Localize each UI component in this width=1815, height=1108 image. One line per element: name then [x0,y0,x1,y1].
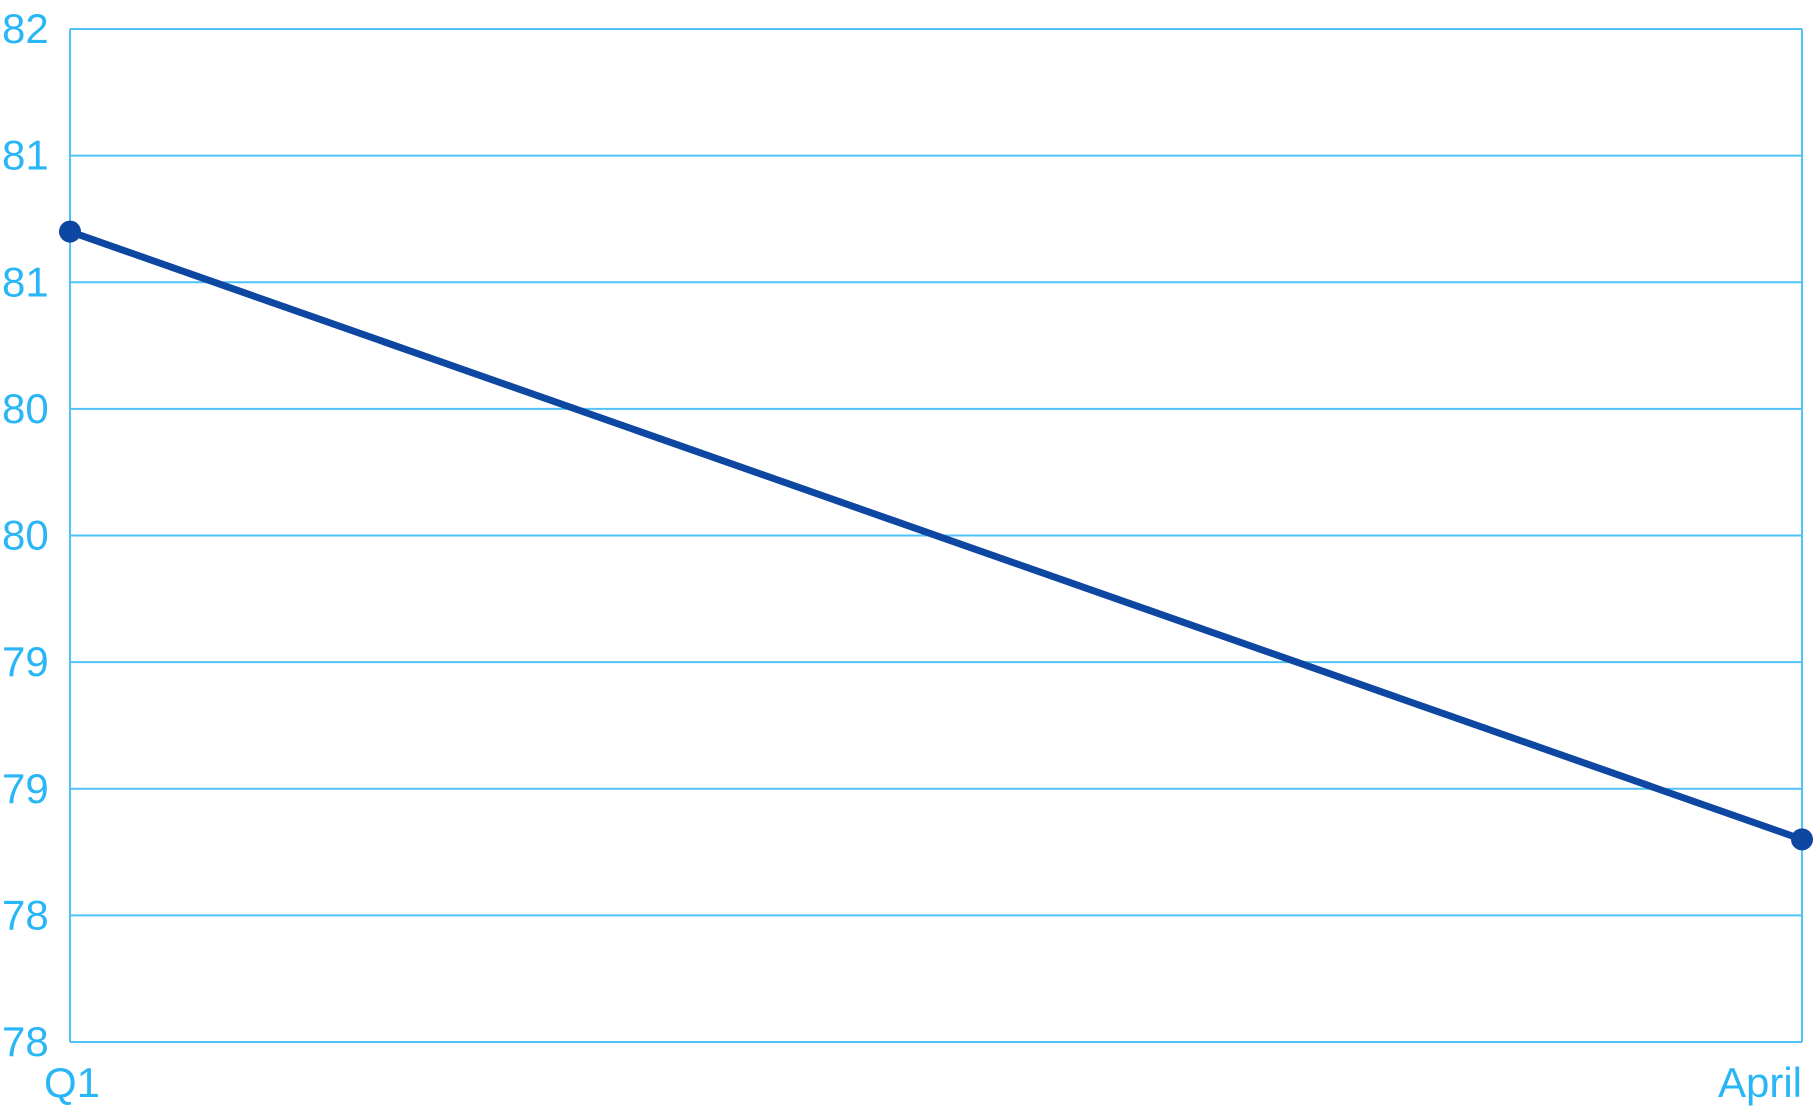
y-tick-label-5: 80 [2,385,49,432]
axes [69,29,1803,1042]
x-tick-label-1: April [1718,1059,1802,1106]
series-layer [59,220,1813,851]
y-tick-label-3: 79 [2,638,49,685]
y-tick-label-7: 81 [2,132,49,179]
y-tick-label-8: 82 [2,5,49,52]
y-tick-label-2: 79 [2,765,49,812]
y-tick-label-0: 78 [2,1018,49,1065]
y-tick-label-1: 78 [2,891,49,938]
data-point-0-0 [59,220,81,243]
x-tick-label-0: Q1 [44,1059,100,1106]
data-point-0-1 [1791,828,1813,851]
y-tick-label-6: 81 [2,258,49,305]
x-axis-tick-labels: Q1 April [44,1059,1802,1106]
y-tick-label-4: 80 [2,512,49,559]
series-line-0 [66,228,1806,843]
y-axis-tick-labels: 78 78 79 79 80 80 81 81 82 [2,5,49,1065]
